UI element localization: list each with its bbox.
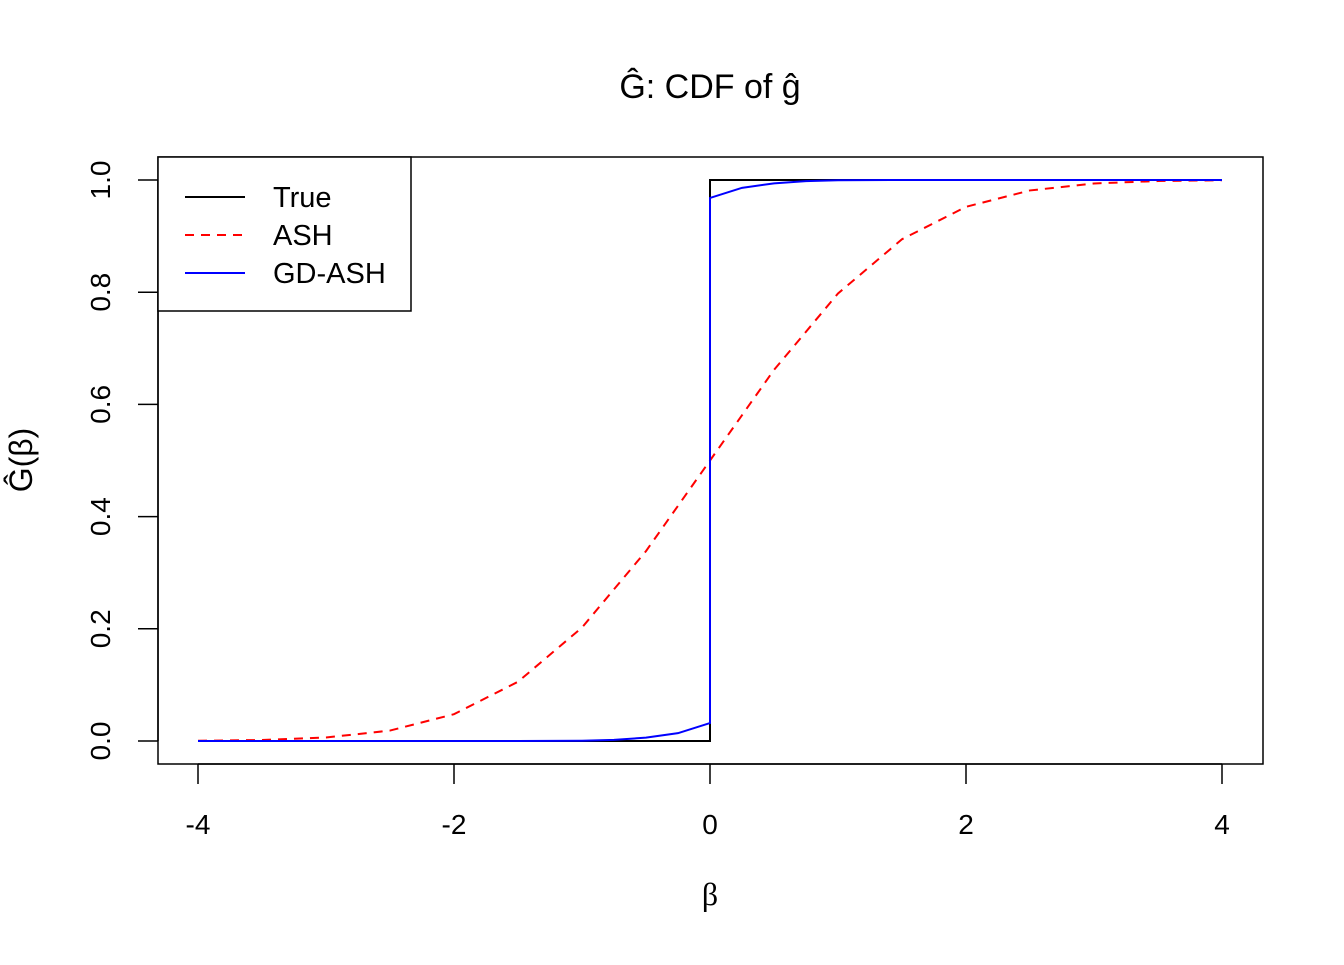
- x-tick-label: -4: [186, 809, 211, 840]
- legend: True ASH GD-ASH: [157, 156, 412, 312]
- y-tick-label: 0.4: [85, 497, 116, 536]
- legend-label: ASH: [273, 220, 333, 252]
- x-axis-label: β: [702, 876, 718, 912]
- legend-label: GD-ASH: [273, 258, 386, 290]
- x-tick-label: 0: [702, 809, 718, 840]
- y-tick-label: 1.0: [85, 161, 116, 200]
- x-tick-label: -2: [442, 809, 467, 840]
- x-tick-label: 2: [958, 809, 974, 840]
- y-axis: 0.0 0.2 0.4 0.6 0.8 1.0: [85, 161, 159, 761]
- legend-label: True: [273, 182, 332, 214]
- y-tick-label: 0.2: [85, 609, 116, 648]
- series-gd-ash-line: [198, 179, 1222, 742]
- y-axis-label: Ĝ(β): [3, 428, 39, 493]
- x-tick-label: 4: [1214, 809, 1230, 840]
- series-group: [197, 179, 1223, 742]
- chart-title: Ĝ: CDF of ĝ: [619, 68, 800, 106]
- y-tick-label: 0.6: [85, 385, 116, 424]
- y-tick-label: 0.8: [85, 273, 116, 312]
- x-axis: -4 -2 0 2 4: [186, 763, 1230, 840]
- y-tick-label: 0.0: [85, 722, 116, 761]
- legend-box: [157, 156, 412, 312]
